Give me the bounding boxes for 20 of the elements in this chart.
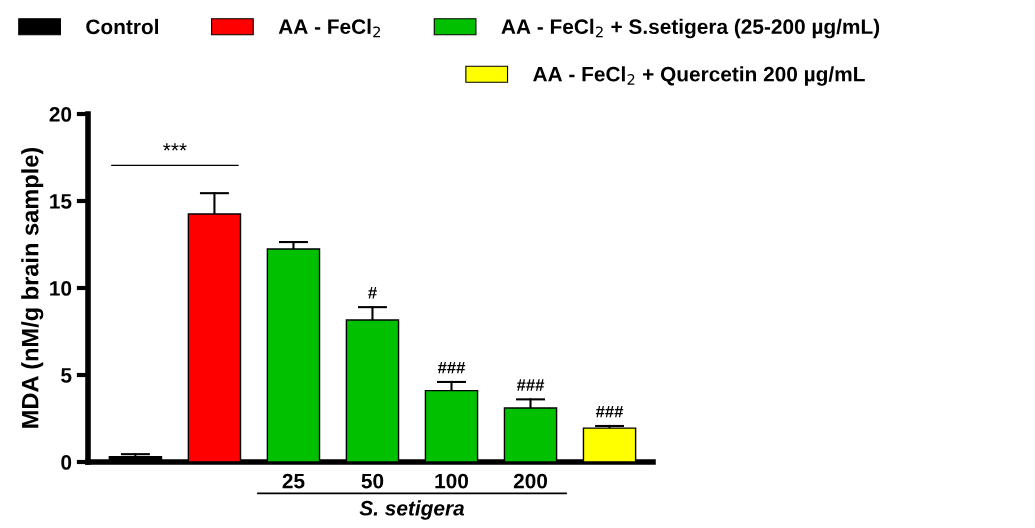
y-axis-title: MDA (nM/g brain sample): [21, 147, 44, 428]
annotation: #: [368, 287, 377, 299]
x-axis-title: S. setigera: [359, 500, 465, 520]
annotation: ###: [516, 379, 545, 391]
annotation: ###: [437, 361, 466, 374]
y-tick-label: 20: [49, 107, 72, 122]
legend-label: AA - FeCl$_{2}$ + Quercetin 200 µg/mL: [533, 66, 865, 86]
y-tick-label: 5: [61, 368, 72, 383]
annotation: ***: [163, 143, 187, 151]
legend-label: Control: [86, 18, 158, 35]
x-tick-label: 100: [435, 473, 469, 489]
y-tick-label: 10: [50, 281, 72, 296]
legend-label: AA - FeCl$_{2}$ + S.setigera (25-200 µg/mL): [501, 18, 880, 39]
x-tick-label: 200: [513, 473, 548, 489]
y-tick-label: 15: [50, 194, 72, 209]
legend-label: AA - FeCl$_{2}$: [278, 18, 380, 38]
annotation: ###: [595, 405, 624, 418]
x-tick-label: 50: [361, 473, 384, 489]
x-tick-label: 25: [282, 473, 305, 489]
y-tick-label: 0: [61, 455, 72, 470]
